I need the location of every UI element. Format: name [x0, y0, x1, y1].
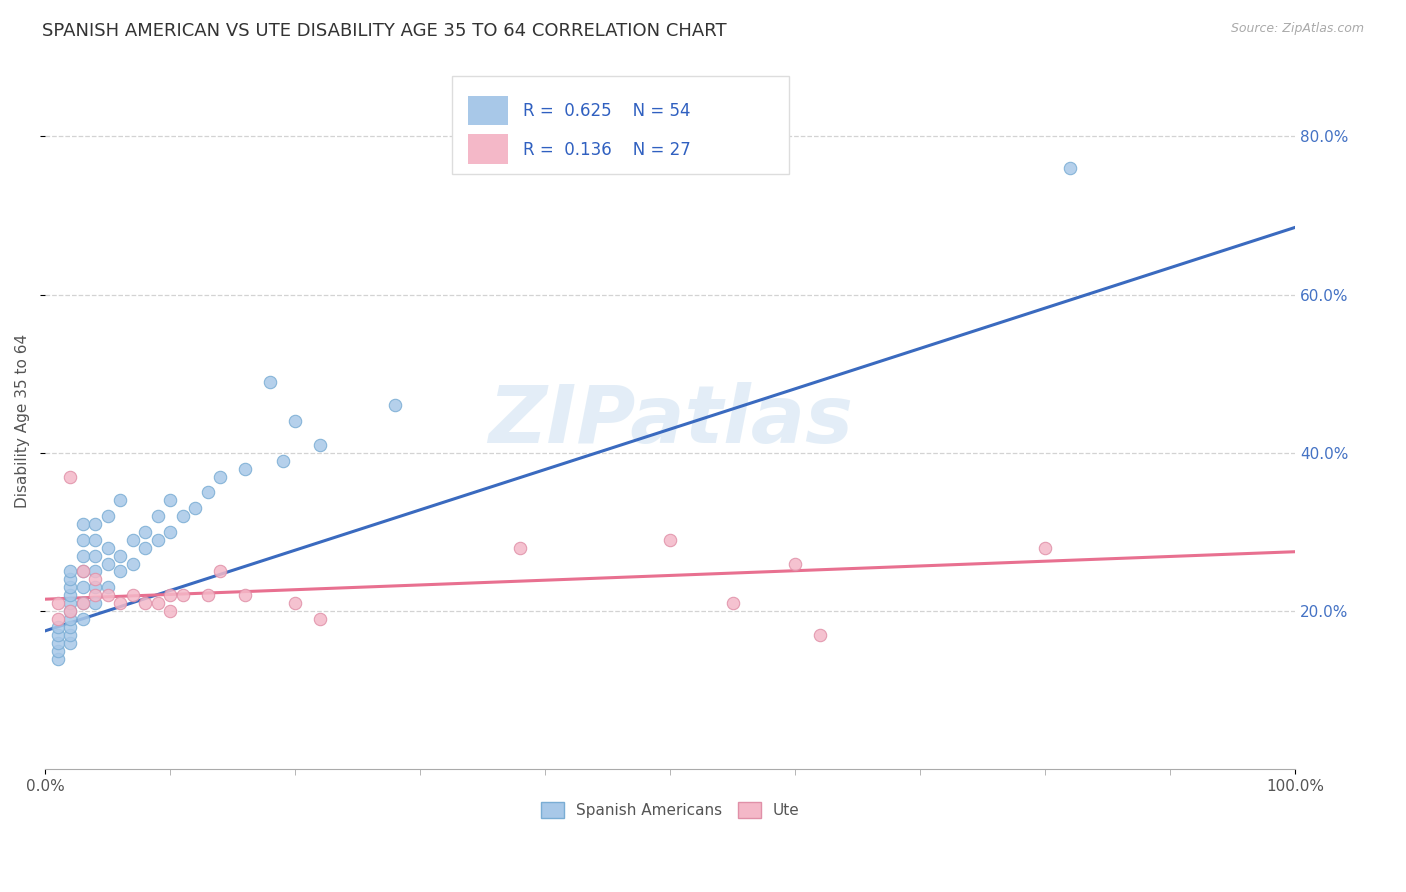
- Point: [59, 565, 82, 579]
- Point: [146, 596, 169, 610]
- Point: [84, 549, 107, 563]
- Point: [159, 524, 181, 539]
- FancyBboxPatch shape: [451, 77, 789, 174]
- Point: [197, 588, 219, 602]
- Point: [384, 398, 406, 412]
- Point: [59, 620, 82, 634]
- Point: [785, 557, 807, 571]
- Point: [59, 469, 82, 483]
- FancyBboxPatch shape: [468, 96, 508, 125]
- Point: [159, 493, 181, 508]
- Point: [134, 541, 156, 555]
- Point: [72, 549, 94, 563]
- Point: [184, 501, 207, 516]
- Point: [97, 509, 120, 524]
- Point: [72, 596, 94, 610]
- Point: [46, 636, 69, 650]
- Point: [309, 612, 332, 626]
- Point: [84, 588, 107, 602]
- Point: [97, 557, 120, 571]
- Point: [259, 375, 281, 389]
- Legend: Spanish Americans, Ute: Spanish Americans, Ute: [536, 797, 806, 824]
- Point: [59, 573, 82, 587]
- Point: [808, 628, 831, 642]
- Point: [72, 565, 94, 579]
- Point: [121, 588, 143, 602]
- Point: [121, 557, 143, 571]
- Point: [84, 533, 107, 547]
- Point: [59, 628, 82, 642]
- Point: [146, 533, 169, 547]
- Text: Source: ZipAtlas.com: Source: ZipAtlas.com: [1230, 22, 1364, 36]
- Point: [172, 509, 194, 524]
- Point: [72, 516, 94, 531]
- Point: [72, 596, 94, 610]
- Text: ZIPatlas: ZIPatlas: [488, 382, 853, 460]
- Point: [284, 414, 307, 428]
- Point: [110, 549, 132, 563]
- Point: [46, 651, 69, 665]
- Point: [721, 596, 744, 610]
- Point: [209, 469, 232, 483]
- Point: [271, 453, 294, 467]
- Point: [134, 596, 156, 610]
- Point: [59, 580, 82, 594]
- Point: [84, 580, 107, 594]
- Point: [84, 596, 107, 610]
- Point: [134, 524, 156, 539]
- Point: [59, 604, 82, 618]
- Text: SPANISH AMERICAN VS UTE DISABILITY AGE 35 TO 64 CORRELATION CHART: SPANISH AMERICAN VS UTE DISABILITY AGE 3…: [42, 22, 727, 40]
- Point: [59, 636, 82, 650]
- Point: [159, 604, 181, 618]
- Point: [233, 461, 256, 475]
- Point: [72, 565, 94, 579]
- Point: [97, 541, 120, 555]
- Point: [97, 580, 120, 594]
- Point: [84, 516, 107, 531]
- Point: [1059, 161, 1081, 175]
- Point: [110, 565, 132, 579]
- Point: [59, 612, 82, 626]
- Point: [146, 509, 169, 524]
- Point: [46, 628, 69, 642]
- Point: [46, 620, 69, 634]
- Point: [59, 588, 82, 602]
- Point: [209, 565, 232, 579]
- Point: [46, 612, 69, 626]
- Point: [197, 485, 219, 500]
- Point: [110, 596, 132, 610]
- Point: [72, 533, 94, 547]
- Point: [172, 588, 194, 602]
- Point: [46, 643, 69, 657]
- Point: [110, 493, 132, 508]
- Point: [309, 438, 332, 452]
- Point: [233, 588, 256, 602]
- Text: R =  0.625    N = 54: R = 0.625 N = 54: [523, 102, 690, 120]
- Point: [84, 565, 107, 579]
- Point: [97, 588, 120, 602]
- Point: [59, 596, 82, 610]
- Point: [84, 573, 107, 587]
- Point: [72, 580, 94, 594]
- Point: [284, 596, 307, 610]
- Point: [159, 588, 181, 602]
- Point: [1035, 541, 1057, 555]
- Point: [121, 533, 143, 547]
- Point: [509, 541, 531, 555]
- Text: R =  0.136    N = 27: R = 0.136 N = 27: [523, 141, 690, 159]
- Point: [659, 533, 682, 547]
- Point: [46, 596, 69, 610]
- Point: [72, 612, 94, 626]
- Y-axis label: Disability Age 35 to 64: Disability Age 35 to 64: [15, 334, 30, 508]
- FancyBboxPatch shape: [468, 135, 508, 163]
- Point: [59, 604, 82, 618]
